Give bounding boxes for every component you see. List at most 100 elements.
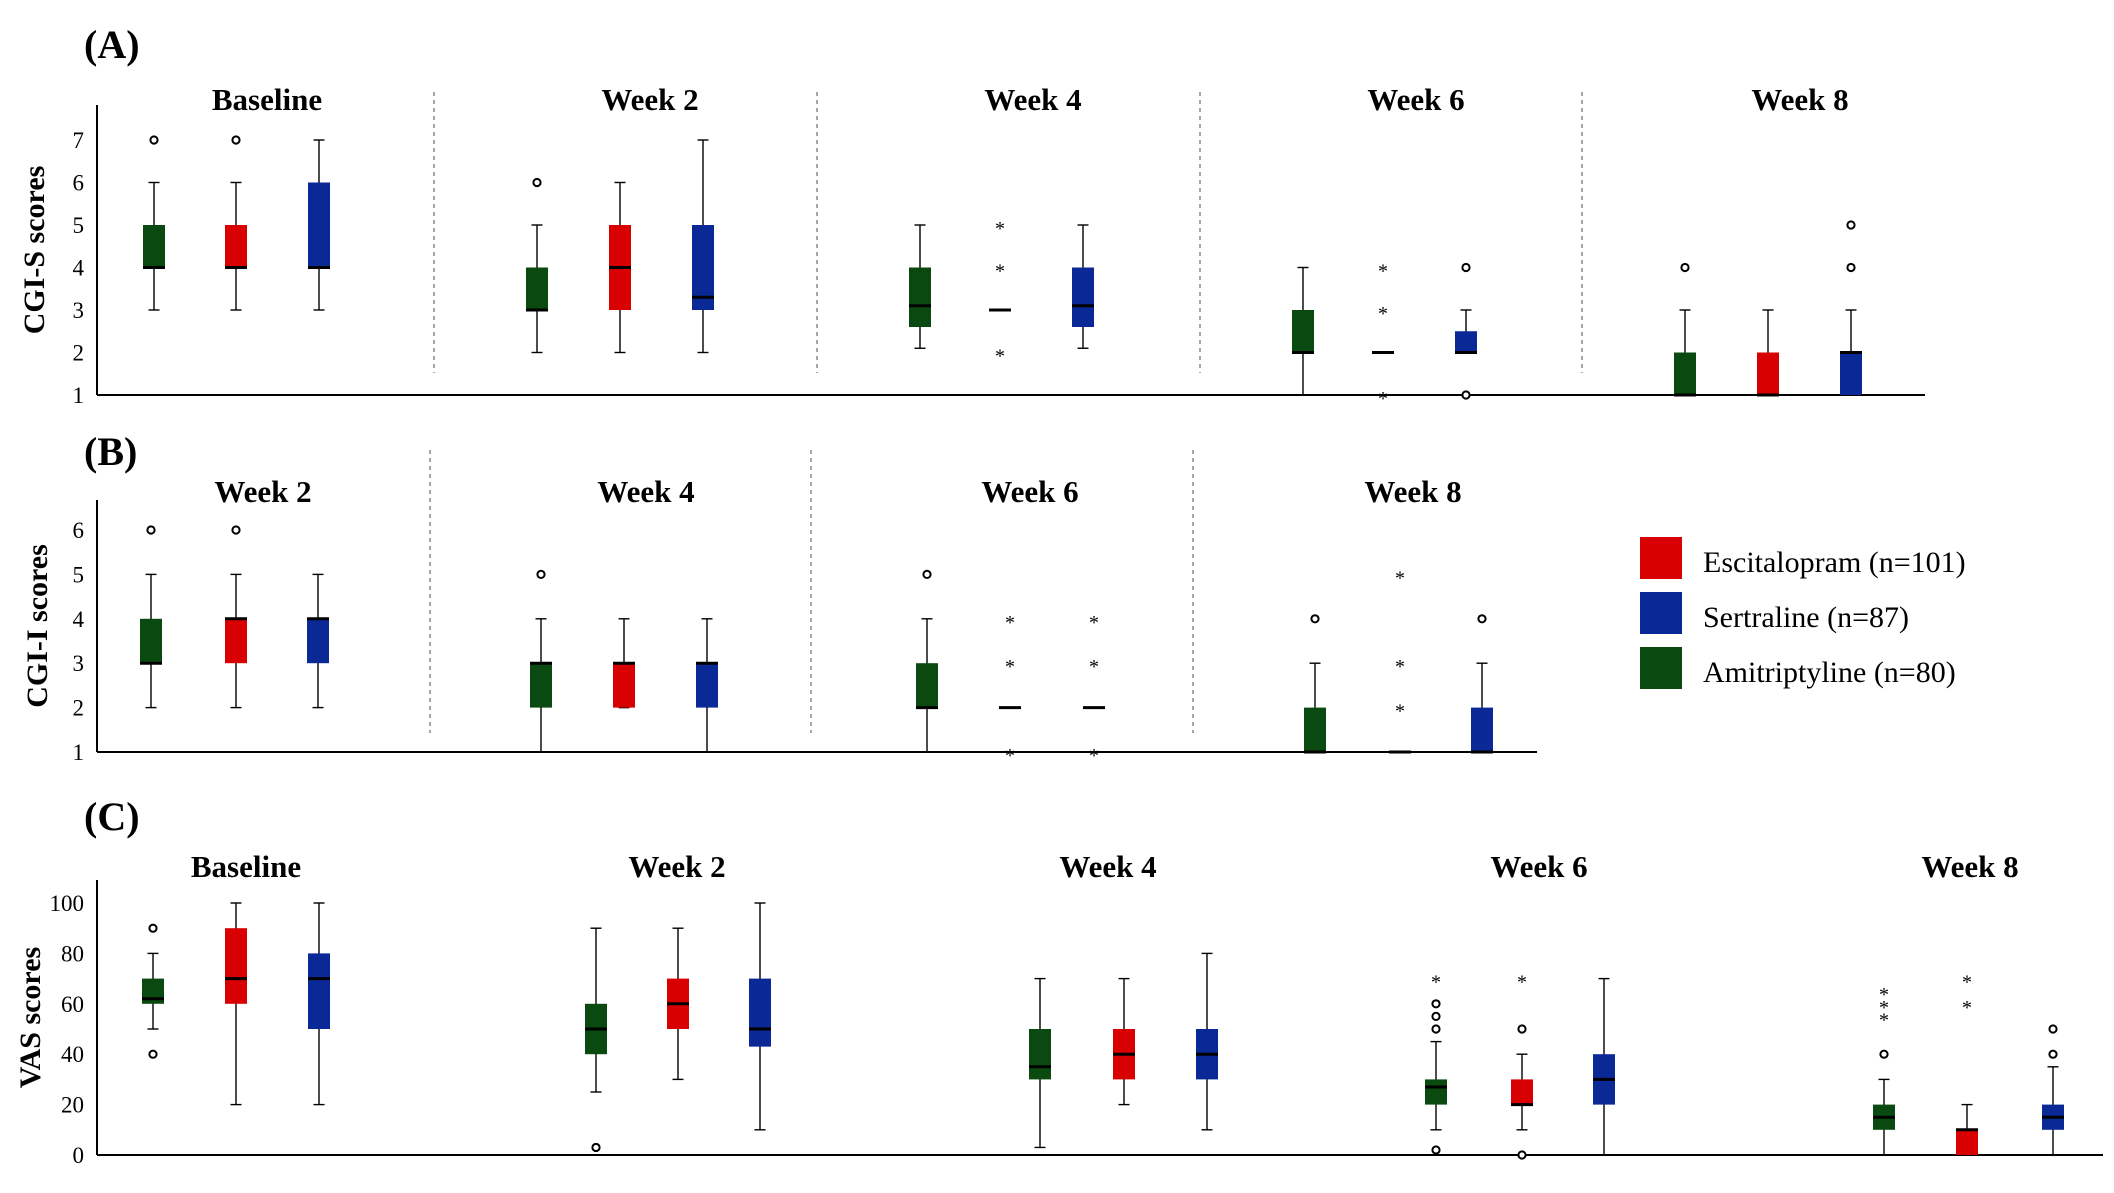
y-tick-label: 1	[73, 740, 85, 765]
box-amitriptyline	[530, 569, 552, 752]
box-iqr	[909, 267, 931, 327]
group-week-2: Week 2	[585, 849, 771, 1153]
box-amitriptyline	[1029, 977, 1051, 1149]
extreme-point: *	[1395, 656, 1405, 678]
group-title: Week 8	[1364, 474, 1461, 509]
y-tick-label: 2	[73, 696, 85, 721]
box-iqr	[1840, 352, 1862, 395]
box-iqr	[916, 663, 938, 708]
extreme-point: *	[1089, 612, 1099, 634]
box-escitalopram	[1757, 309, 1779, 397]
outlier-point	[2048, 1049, 2058, 1059]
outlier-point	[146, 525, 156, 535]
group-week-4: Week 4 * * *	[909, 82, 1094, 368]
outlier-point	[1461, 390, 1471, 400]
outlier-point	[1461, 262, 1471, 273]
extreme-point: *	[1005, 656, 1015, 678]
group-title: Baseline	[212, 82, 322, 117]
legend-swatch-sertraline	[1640, 592, 1682, 634]
box-escitalopram: * * *	[989, 218, 1011, 368]
box-iqr	[613, 663, 635, 708]
box-escitalopram	[613, 618, 635, 709]
outlier-point	[532, 177, 542, 188]
outlier-point	[231, 135, 241, 145]
box-sertraline	[308, 902, 330, 1106]
box-iqr	[1511, 1079, 1533, 1105]
extreme-point: *	[1005, 745, 1015, 767]
group-week-2: Week 2	[140, 474, 329, 709]
box-amitriptyline	[909, 224, 931, 349]
box-sertraline	[307, 573, 329, 709]
box-amitriptyline	[1304, 614, 1326, 754]
legend: Escitalopram (n=101) Sertraline (n=87) A…	[1640, 537, 1966, 689]
box-iqr	[225, 618, 247, 664]
panel-b: (B) 1 2 3 4 5 6 CGI-I scores Week 2 Week 4 Week 6 *…	[21, 429, 1537, 767]
extreme-point: *	[1395, 567, 1405, 589]
extreme-point: *	[1089, 745, 1099, 767]
outlier-point	[922, 569, 932, 580]
outlier-point	[2048, 1024, 2058, 1034]
group-title: Week 2	[214, 474, 311, 509]
box-amitriptyline	[143, 135, 165, 311]
box-iqr	[307, 618, 329, 664]
box-amitriptyline: *	[1425, 972, 1447, 1155]
box-sertraline	[749, 902, 771, 1131]
group-title: Week 6	[1490, 849, 1587, 884]
group-week-6: Week 6 * * * * * *	[916, 474, 1105, 767]
group-week-2: Week 2	[526, 82, 714, 354]
extreme-point: *	[1962, 997, 1972, 1019]
y-tick-label: 5	[73, 562, 85, 587]
panel-a-label: (A)	[84, 22, 140, 67]
extreme-point: *	[1431, 972, 1441, 994]
box-escitalopram	[667, 927, 689, 1081]
box-iqr	[1304, 707, 1326, 752]
box-amitriptyline: ***	[1873, 984, 1895, 1155]
outlier-point	[1517, 1024, 1527, 1034]
y-tick-label: 4	[73, 607, 85, 632]
y-tick-label: 4	[73, 256, 85, 281]
box-iqr	[1425, 1079, 1447, 1105]
extreme-point: *	[1378, 388, 1388, 410]
panel-c: (C) 0 20 40 60 80 100 VAS scores Baseline Week 2 W…	[14, 794, 2103, 1168]
group-week-8: Week 8*****	[1873, 849, 2064, 1155]
y-tick-label: 80	[61, 941, 84, 966]
box-iqr	[749, 978, 771, 1047]
legend-label-escitalopram: Escitalopram (n=101)	[1703, 546, 1966, 579]
box-iqr	[225, 928, 247, 1004]
outlier-point	[1431, 1024, 1441, 1034]
group-title: Week 2	[628, 849, 725, 884]
outlier-point	[1477, 614, 1487, 624]
group-week-6: Week 6 * *	[1425, 849, 1615, 1160]
extreme-point: *	[1395, 701, 1405, 723]
extreme-point: *	[1879, 984, 1889, 1006]
extreme-point: *	[1879, 997, 1889, 1019]
panel-c-label: (C)	[84, 794, 140, 839]
box-sertraline	[1593, 977, 1615, 1155]
box-sertraline	[1840, 220, 1862, 395]
outlier-point	[1680, 262, 1690, 273]
y-tick-label: 100	[50, 891, 85, 916]
box-iqr	[1956, 1129, 1978, 1155]
y-tick-label: 60	[61, 992, 84, 1017]
outlier-point	[148, 1049, 158, 1059]
group-title: Week 4	[984, 82, 1081, 117]
box-iqr	[1292, 310, 1314, 353]
legend-swatch-amitriptyline	[1640, 647, 1682, 689]
outlier-point	[1846, 262, 1856, 273]
outlier-point	[1431, 999, 1441, 1009]
outlier-point	[149, 135, 159, 145]
box-escitalopram	[225, 525, 247, 709]
extreme-point: *	[1962, 972, 1972, 994]
box-iqr	[530, 663, 552, 708]
box-sertraline	[308, 139, 330, 311]
box-sertraline	[1471, 614, 1493, 754]
box-amitriptyline	[140, 525, 162, 709]
box-escitalopram	[225, 902, 247, 1106]
group-week-8: Week 8 * * *	[1304, 474, 1493, 754]
y-tick-label: 2	[73, 341, 85, 366]
box-iqr	[692, 225, 714, 310]
box-sertraline	[1072, 224, 1094, 349]
group-baseline: Baseline	[142, 849, 330, 1106]
box-amitriptyline	[916, 569, 938, 752]
